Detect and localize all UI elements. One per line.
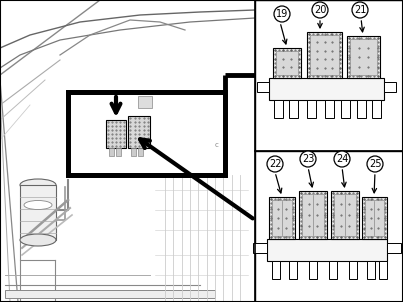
Ellipse shape <box>24 201 52 210</box>
Bar <box>272 200 292 236</box>
Bar <box>131 148 136 156</box>
Bar <box>257 82 269 92</box>
Bar <box>272 261 280 279</box>
Bar <box>307 100 316 118</box>
Circle shape <box>274 6 290 22</box>
Bar <box>334 194 356 236</box>
Circle shape <box>300 151 316 167</box>
Bar <box>253 243 267 253</box>
Bar <box>128 116 150 148</box>
Bar <box>136 94 154 122</box>
Bar <box>68 92 225 175</box>
Bar <box>68 92 225 175</box>
Bar <box>307 32 342 78</box>
Bar <box>255 151 403 302</box>
Bar <box>325 100 334 118</box>
Circle shape <box>367 156 383 172</box>
Bar <box>299 191 327 239</box>
Text: 23: 23 <box>302 154 314 164</box>
Bar <box>310 35 339 75</box>
Bar <box>367 261 375 279</box>
Bar <box>269 78 384 100</box>
Circle shape <box>334 151 350 167</box>
Circle shape <box>312 2 328 18</box>
Bar <box>5 290 215 298</box>
Text: c: c <box>215 142 219 148</box>
Bar <box>384 82 396 92</box>
Bar <box>357 100 366 118</box>
Bar <box>106 120 126 148</box>
Bar <box>289 261 297 279</box>
Text: 24: 24 <box>336 154 348 164</box>
Bar <box>116 148 121 156</box>
Bar <box>274 100 283 118</box>
Text: 25: 25 <box>369 159 381 169</box>
Ellipse shape <box>20 179 56 191</box>
Ellipse shape <box>20 234 56 246</box>
Bar <box>329 261 337 279</box>
Bar <box>289 100 298 118</box>
Bar <box>273 48 301 78</box>
Circle shape <box>352 2 368 18</box>
Text: 21: 21 <box>354 5 366 15</box>
Bar <box>372 100 381 118</box>
Bar <box>109 148 114 156</box>
Bar <box>255 0 403 151</box>
Bar <box>362 197 387 239</box>
Bar <box>309 261 317 279</box>
Bar <box>138 96 152 108</box>
Text: 19: 19 <box>276 9 288 19</box>
Text: 22: 22 <box>269 159 281 169</box>
Bar <box>347 36 380 78</box>
Text: 20: 20 <box>314 5 326 15</box>
Bar <box>138 148 143 156</box>
Bar <box>349 261 357 279</box>
Bar <box>331 191 359 239</box>
Bar <box>0 0 256 302</box>
Bar <box>276 51 298 75</box>
Bar <box>302 194 324 236</box>
Bar <box>350 39 377 75</box>
Bar <box>20 185 56 240</box>
Bar <box>267 239 387 261</box>
Bar <box>379 261 387 279</box>
Bar <box>387 243 401 253</box>
Bar <box>341 100 350 118</box>
Circle shape <box>267 156 283 172</box>
Bar <box>269 197 295 239</box>
Bar <box>365 200 384 236</box>
